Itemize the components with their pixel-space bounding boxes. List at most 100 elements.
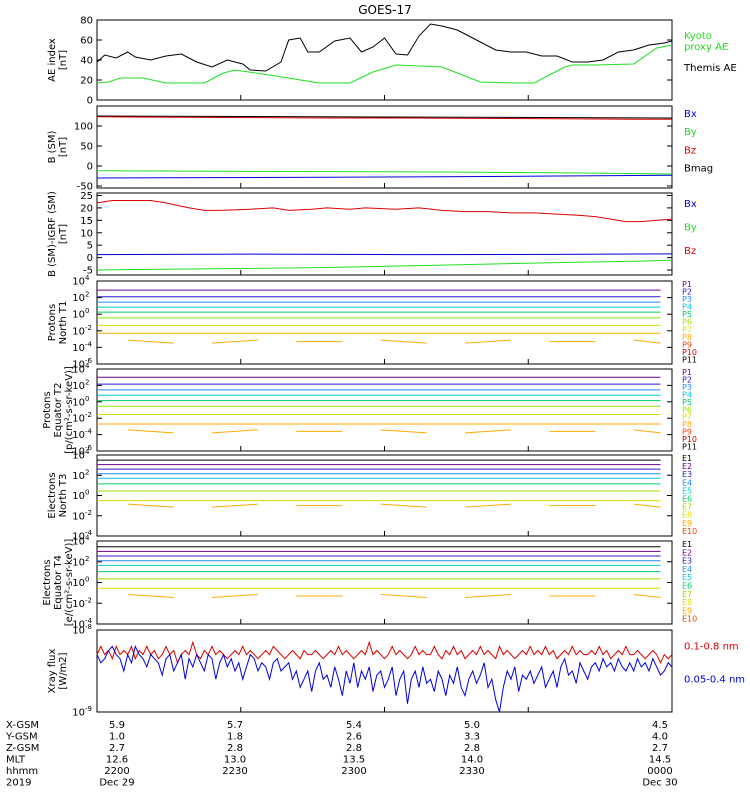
y-tick-exponent: -9	[85, 705, 92, 713]
legend-entry: E4	[682, 478, 692, 487]
series-line-by	[96, 259, 673, 271]
legend-entry: P5	[682, 398, 692, 407]
footer-value: 2.8	[227, 743, 243, 754]
y-tick-exponent: -4	[85, 529, 93, 537]
y-tick-exponent: 2	[85, 468, 89, 476]
y-tick-label: 40	[80, 56, 93, 67]
footer-value: 12.6	[106, 755, 128, 766]
y-tick-label: 10	[72, 293, 85, 304]
legend-entry: E5	[682, 486, 692, 495]
y-tick-exponent: 0	[85, 576, 89, 584]
flux-segment	[211, 503, 259, 508]
y-tick-label: 10	[72, 360, 85, 371]
footer-value: 2.7	[109, 743, 125, 754]
y-tick-exponent: 0	[85, 395, 89, 403]
footer-value: 3.3	[464, 732, 480, 743]
y-tick-label: 20	[80, 203, 93, 214]
footer-row-label: Y-GSM	[5, 732, 38, 743]
y-axis-label: Protons	[42, 391, 53, 428]
legend-entry: E9	[682, 606, 692, 615]
legend-entry: E5	[682, 573, 692, 582]
y-tick-label: 10	[72, 471, 85, 482]
y-tick-exponent: -2	[85, 596, 92, 604]
y-axis-label: [nT]	[58, 224, 69, 244]
legend-entry: proxy AE	[684, 42, 728, 53]
footer-value: 5.9	[109, 720, 125, 731]
series-line-by	[96, 170, 673, 175]
footer-value: 13.5	[343, 755, 365, 766]
flux-segment	[633, 429, 661, 434]
footer-value: 5.7	[227, 720, 243, 731]
y-axis-label: [nT]	[58, 50, 69, 70]
legend-entry: Kyoto	[684, 31, 712, 42]
legend-entry: P6	[682, 405, 692, 414]
footer-value: 2.8	[464, 743, 480, 754]
flux-segment	[633, 339, 661, 344]
y-tick-label: 0	[87, 253, 93, 264]
footer-value: 2230	[222, 766, 247, 777]
y-tick-exponent: -2	[85, 509, 92, 517]
footer-value: 0000	[647, 766, 672, 777]
footer-value: 2330	[459, 766, 484, 777]
y-axis-label: Equator T4	[53, 555, 64, 610]
y-tick-label: 10	[72, 532, 85, 543]
legend-entry: E8	[682, 598, 692, 607]
panel-frame	[96, 368, 673, 452]
footer-value: 2200	[104, 766, 129, 777]
y-tick-label: 10	[72, 626, 85, 637]
legend-entry: E1	[682, 454, 692, 463]
y-tick-label: 80	[80, 16, 93, 27]
panel-frame	[96, 540, 673, 625]
legend-entry: P4	[682, 303, 692, 312]
footer-value: Dec 29	[99, 778, 134, 789]
y-tick-label: 10	[80, 228, 93, 239]
legend-entry: E8	[682, 511, 692, 520]
y-tick-exponent: 4	[85, 448, 90, 456]
y-tick-label: 10	[72, 511, 85, 522]
footer-value: Dec 30	[642, 778, 677, 789]
panel-frame	[96, 454, 673, 537]
legend-entry: Bx	[684, 199, 697, 210]
y-tick-label: 0	[87, 96, 93, 107]
legend-entry: E1	[682, 540, 692, 549]
footer-value: 13.0	[224, 755, 246, 766]
y-tick-exponent: -8	[85, 623, 92, 631]
y-tick-label: 0	[87, 162, 93, 173]
legend-entry: 0.05-0.4 nm	[684, 674, 745, 685]
legend-entry: E9	[682, 519, 692, 528]
y-tick-exponent: 0	[85, 489, 89, 497]
footer-value: 14.0	[461, 755, 483, 766]
y-tick-label: 100	[74, 122, 93, 133]
series-line-kyoto-proxy-ae	[96, 44, 673, 84]
y-tick-exponent: 4	[85, 362, 90, 370]
footer-row-label: MLT	[6, 755, 26, 766]
y-tick-label: 50	[80, 142, 93, 153]
panel-frame	[96, 629, 673, 713]
flux-segment	[380, 339, 427, 344]
legend-entry: P1	[682, 368, 692, 377]
legend-entry: P2	[682, 375, 692, 384]
legend-entry: E10	[682, 527, 697, 536]
series-line-0-05-0-4-nm	[96, 644, 673, 713]
legend-entry: P3	[682, 295, 692, 304]
y-tick-exponent: -6	[85, 444, 93, 452]
y-tick-exponent: -2	[85, 324, 92, 332]
y-tick-exponent: -6	[85, 357, 93, 365]
y-tick-label: 60	[80, 36, 93, 47]
footer-value: 4.5	[652, 720, 668, 731]
y-axis-label: North T1	[58, 301, 69, 345]
y-tick-label: 10	[72, 277, 85, 288]
footer-row-label: 2019	[6, 778, 31, 789]
footer-value: 1.8	[227, 732, 243, 743]
legend-entry: Bz	[684, 246, 696, 257]
y-axis-label: AE index	[47, 38, 58, 82]
legend-entry: By	[684, 127, 697, 138]
legend-entry: P1	[682, 280, 692, 289]
y-tick-label: -50	[77, 182, 93, 193]
flux-segment	[211, 593, 259, 598]
